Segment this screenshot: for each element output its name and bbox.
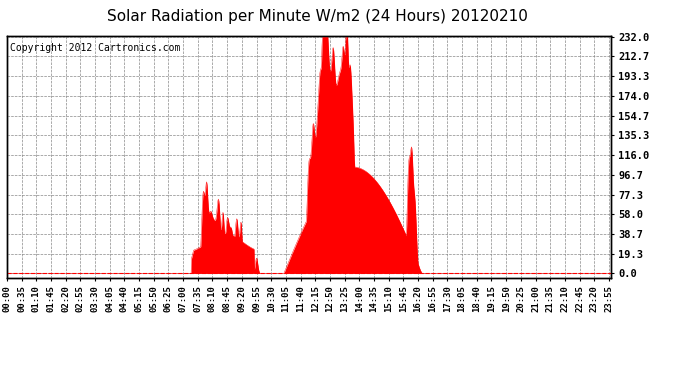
Text: Copyright 2012 Cartronics.com: Copyright 2012 Cartronics.com <box>10 43 180 53</box>
Text: Solar Radiation per Minute W/m2 (24 Hours) 20120210: Solar Radiation per Minute W/m2 (24 Hour… <box>107 9 528 24</box>
